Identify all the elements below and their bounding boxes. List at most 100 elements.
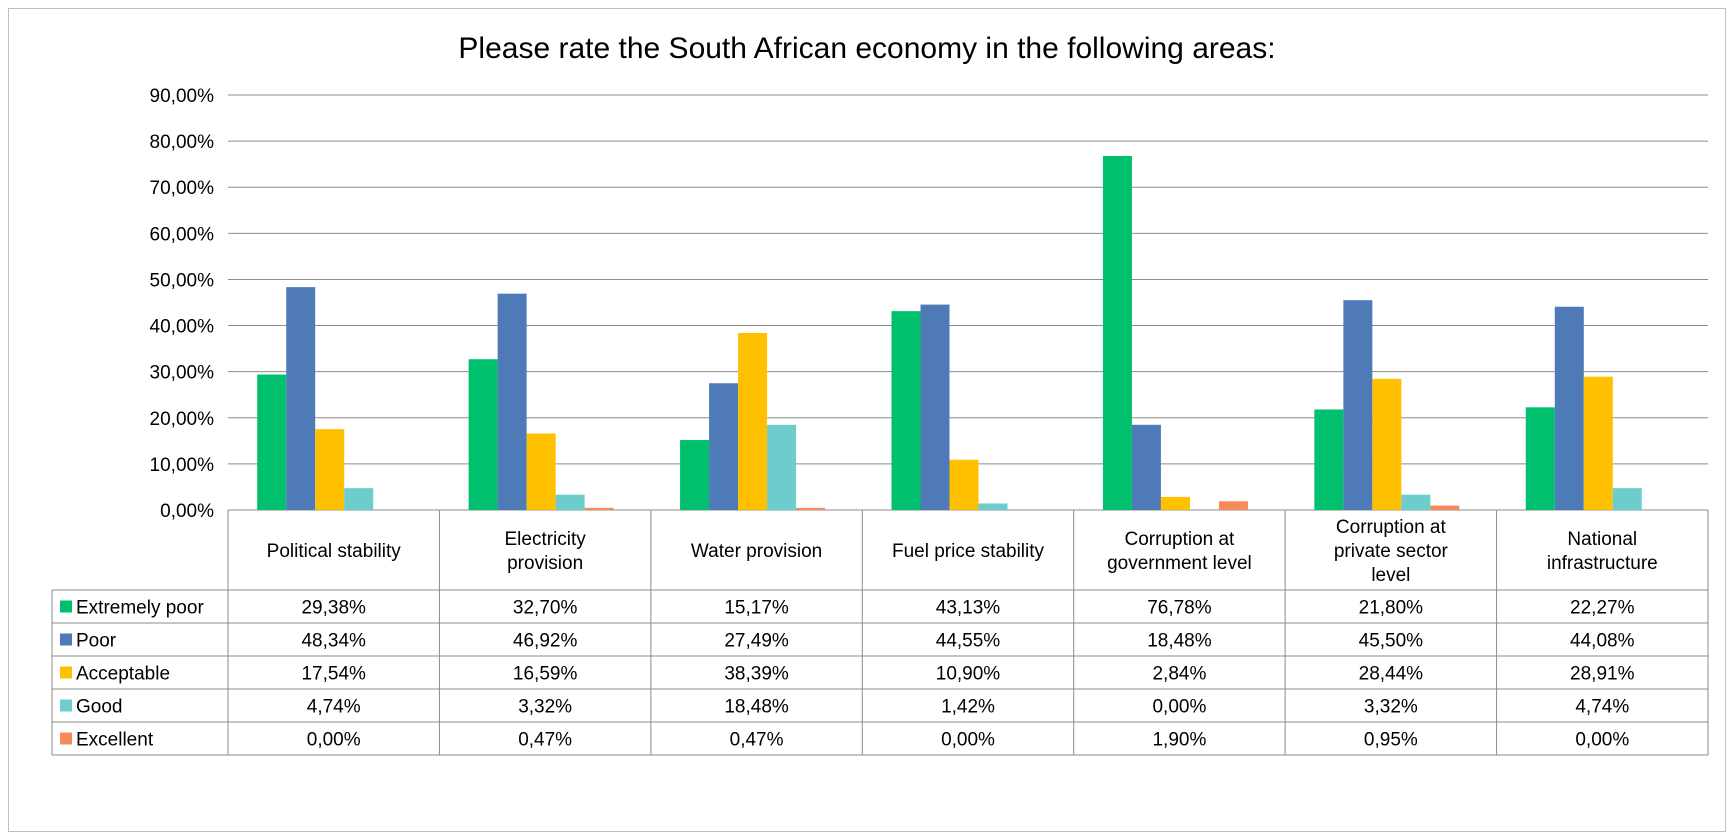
- bar: [497, 293, 527, 510]
- bar: [1131, 424, 1161, 510]
- data-label: 16,59%: [513, 664, 578, 685]
- bar: [1314, 409, 1344, 510]
- category-label: Corruption at: [1336, 517, 1447, 538]
- data-label: 27,49%: [724, 631, 789, 652]
- bar: [920, 304, 950, 510]
- bar: [1525, 407, 1555, 510]
- data-label: 0,00%: [307, 730, 361, 751]
- data-label: 4,74%: [1575, 697, 1629, 718]
- bar: [738, 332, 768, 510]
- data-table: Political stability Electricity provision W…: [51, 510, 1709, 756]
- y-tick-label: 80,00%: [150, 132, 215, 153]
- bar: [286, 287, 316, 510]
- category-label: infrastructure: [1547, 553, 1658, 574]
- bar: [767, 424, 797, 510]
- y-tick-label: 90,00%: [150, 86, 215, 107]
- category-label: Electricity: [504, 529, 586, 550]
- y-tick-label: 60,00%: [150, 224, 215, 245]
- y-tick-label: 10,00%: [150, 455, 215, 476]
- bar: [555, 494, 585, 510]
- legend-key: [60, 666, 72, 679]
- bar: [1612, 488, 1642, 510]
- data-label: 10,90%: [936, 664, 1001, 685]
- bar: [1583, 376, 1613, 510]
- bar: [344, 488, 374, 510]
- category-label: Fuel price stability: [892, 541, 1045, 562]
- data-label: 28,44%: [1359, 664, 1424, 685]
- y-tick-label: 50,00%: [150, 270, 215, 291]
- data-label: 28,91%: [1570, 664, 1635, 685]
- legend-key: [60, 699, 72, 712]
- data-label: 18,48%: [724, 697, 789, 718]
- legend-label: Good: [76, 697, 122, 718]
- data-label: 15,17%: [724, 598, 789, 619]
- y-tick-label: 30,00%: [150, 363, 215, 384]
- data-label: 0,47%: [730, 730, 784, 751]
- data-label: 44,55%: [936, 631, 1001, 652]
- bar: [1102, 155, 1132, 510]
- data-label: 0,95%: [1364, 730, 1418, 751]
- legend-key: [60, 732, 72, 745]
- data-label: 0,00%: [941, 730, 995, 751]
- category-label: provision: [507, 553, 583, 574]
- legend-label: Acceptable: [76, 664, 170, 685]
- bar: [526, 433, 556, 510]
- data-label: 45,50%: [1359, 631, 1424, 652]
- data-label: 3,32%: [518, 697, 572, 718]
- bar: [315, 429, 345, 510]
- category-label: National: [1567, 529, 1637, 550]
- category-label: Corruption at: [1125, 529, 1236, 550]
- bar: [1401, 494, 1431, 510]
- bars: [257, 155, 1642, 510]
- data-label: 1,90%: [1152, 730, 1206, 751]
- legend-label: Extremely poor: [76, 598, 204, 619]
- data-label: 44,08%: [1570, 631, 1635, 652]
- y-tick-label: 40,00%: [150, 317, 215, 338]
- bar: [1343, 300, 1373, 510]
- bar: [709, 383, 739, 510]
- bar: [584, 507, 614, 510]
- category-label: Water provision: [691, 541, 822, 562]
- y-tick-label: 20,00%: [150, 409, 215, 430]
- data-label: 32,70%: [513, 598, 578, 619]
- chart-title: Please rate the South African economy in…: [458, 32, 1275, 65]
- category-label: government level: [1107, 553, 1252, 574]
- data-label: 3,32%: [1364, 697, 1418, 718]
- data-label: 29,38%: [301, 598, 366, 619]
- bar: [1372, 378, 1402, 510]
- data-label: 0,00%: [1575, 730, 1629, 751]
- y-tick-label: 70,00%: [150, 178, 215, 199]
- bar: [978, 503, 1008, 510]
- data-label: 48,34%: [301, 631, 366, 652]
- data-label: 2,84%: [1152, 664, 1206, 685]
- data-label: 18,48%: [1147, 631, 1212, 652]
- bar: [257, 374, 287, 510]
- bar: [1160, 496, 1190, 510]
- data-label: 38,39%: [724, 664, 789, 685]
- bar: [891, 311, 921, 510]
- legend-label: Excellent: [76, 730, 154, 751]
- data-label: 17,54%: [301, 664, 366, 685]
- data-label: 46,92%: [513, 631, 578, 652]
- y-tick-label: 0,00%: [160, 501, 214, 522]
- legend-key: [60, 600, 72, 613]
- bar: [680, 440, 710, 510]
- bar: [796, 507, 826, 510]
- y-axis: 0,00% 10,00% 20,00% 30,00% 40,00% 50,00% 60,00…: [150, 86, 215, 522]
- legend-key: [60, 633, 72, 646]
- category-label: Political stability: [267, 541, 402, 562]
- bar: [949, 459, 979, 510]
- legend-label: Poor: [76, 631, 117, 652]
- data-label: 76,78%: [1147, 598, 1212, 619]
- bar: [1218, 501, 1248, 510]
- data-label: 1,42%: [941, 697, 995, 718]
- data-label: 0,47%: [518, 730, 572, 751]
- data-label: 4,74%: [307, 697, 361, 718]
- bar: [468, 359, 498, 510]
- data-label: 21,80%: [1359, 598, 1424, 619]
- data-label: 43,13%: [936, 598, 1001, 619]
- data-label: 22,27%: [1570, 598, 1635, 619]
- category-label: level: [1371, 565, 1410, 586]
- gridlines: [228, 94, 1708, 511]
